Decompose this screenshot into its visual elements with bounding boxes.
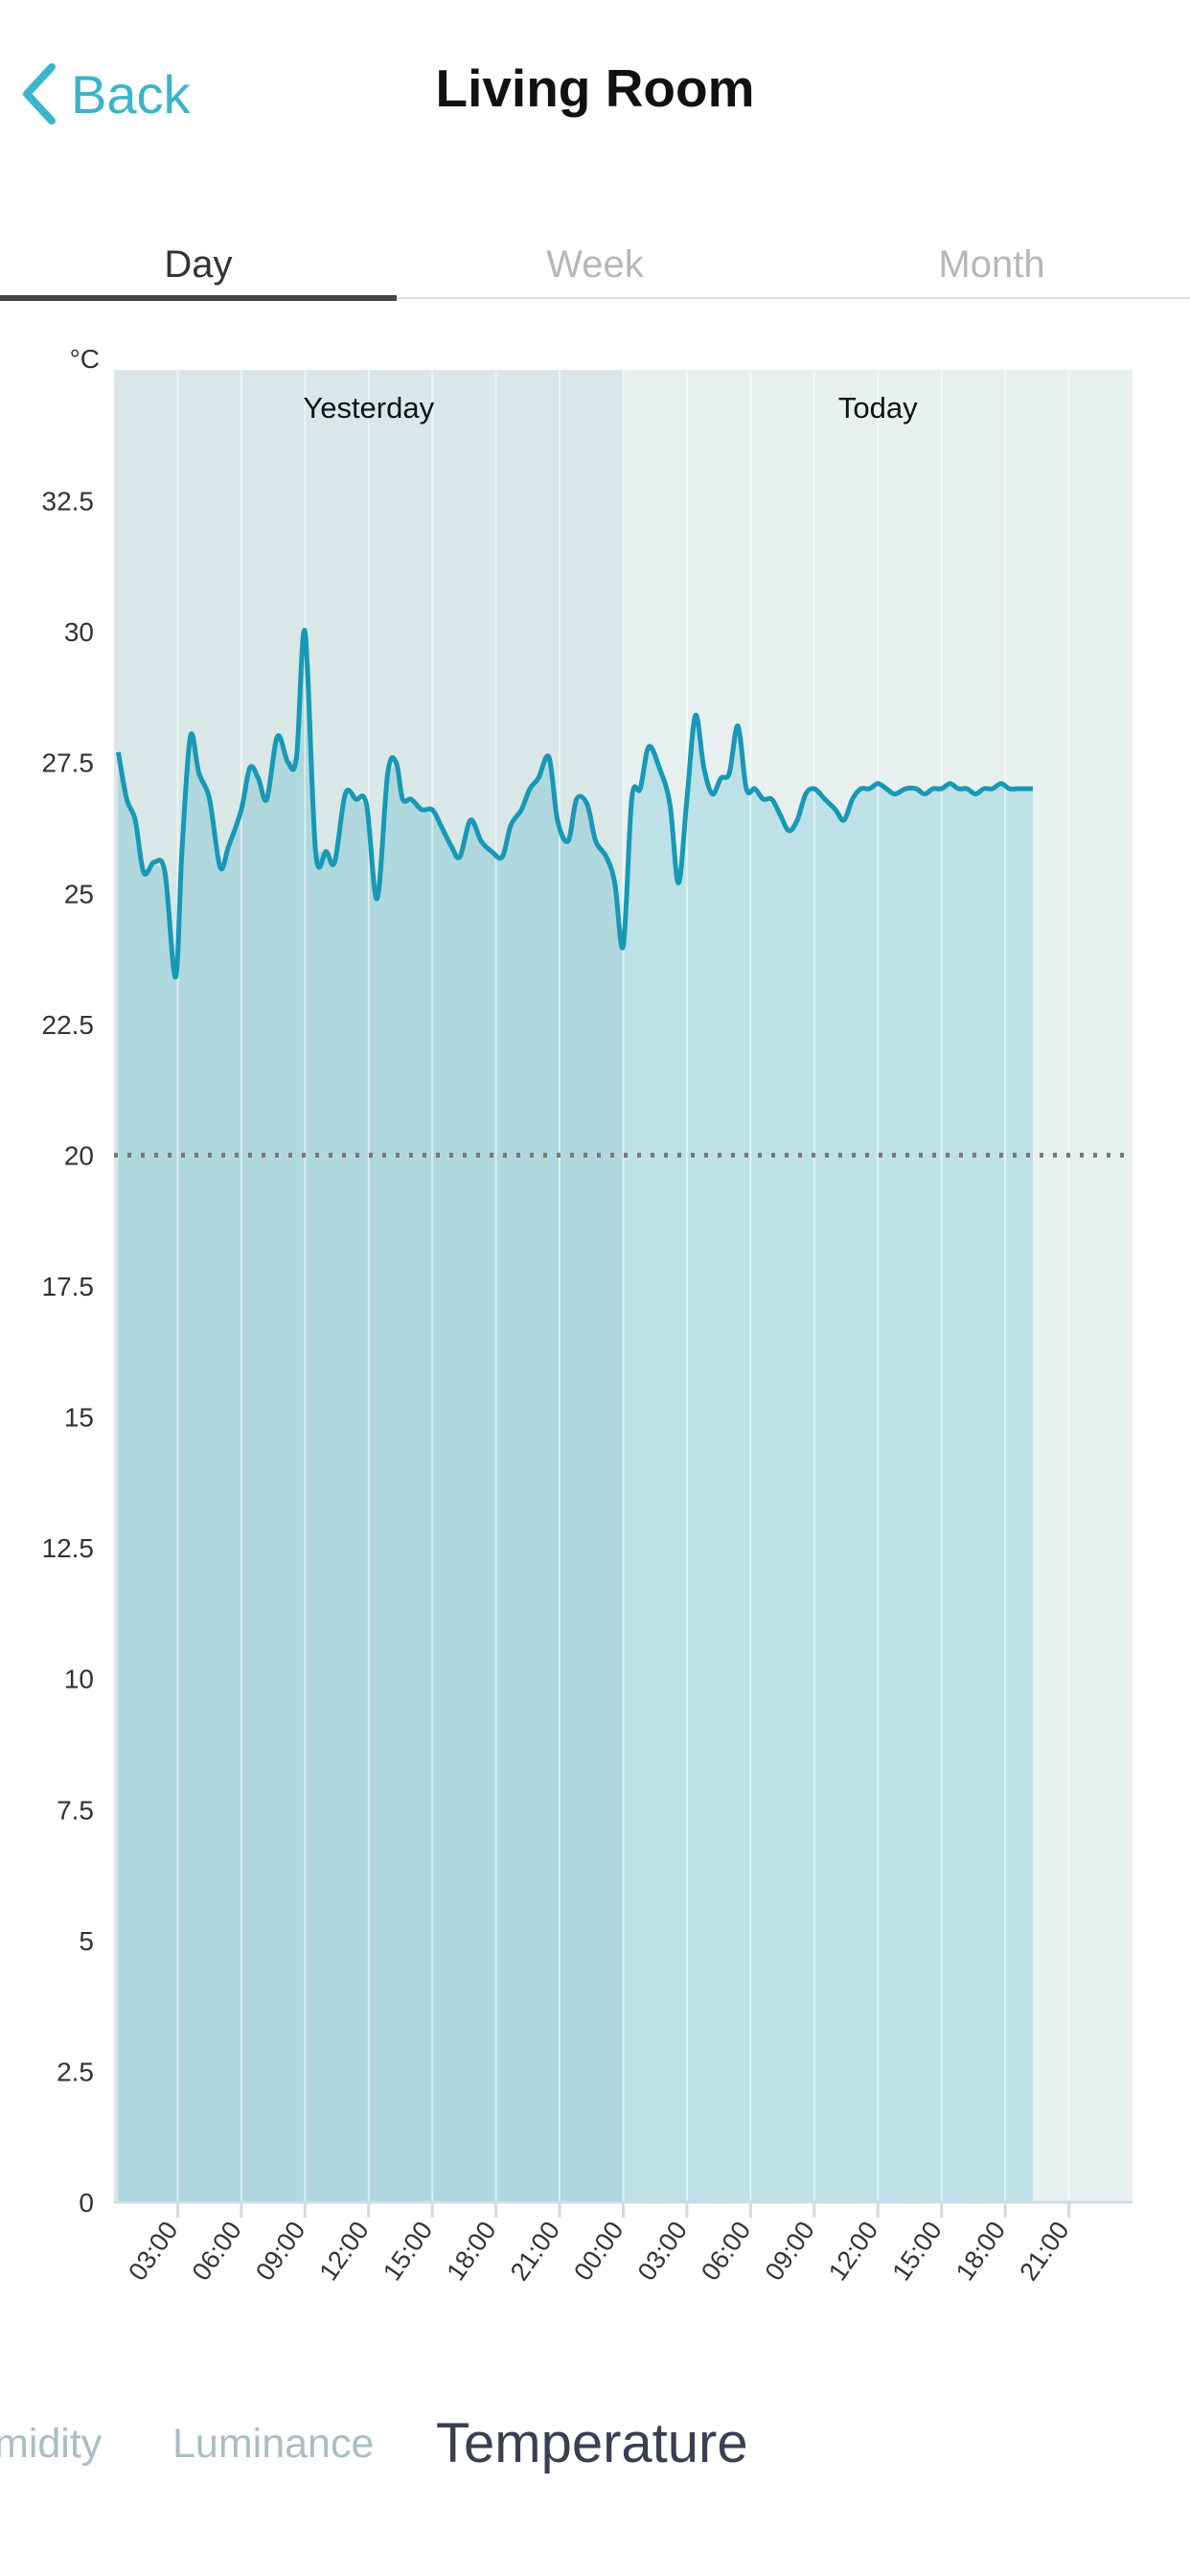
temperature-series-line: [115, 628, 1033, 980]
x-tick-label: 18:00: [950, 2217, 1011, 2287]
tab-week[interactable]: Week: [546, 243, 644, 286]
sensor-tabs: midity Luminance Temperature: [0, 2396, 1190, 2492]
y-unit-label: °C: [70, 344, 100, 374]
period-label: Today: [838, 391, 918, 425]
x-tick-label: 12:00: [313, 2217, 374, 2287]
tab-month[interactable]: Month: [938, 243, 1045, 286]
y-tick-label: 12.5: [42, 1533, 95, 1563]
y-tick-label: 30: [64, 617, 94, 647]
back-button[interactable]: Back: [19, 56, 191, 132]
temperature-chart: 03:00 06:00 09:00 12:00 15:00 18:00 21:00 00:00…: [42, 344, 1133, 2287]
x-tick-label: 03:00: [632, 2217, 693, 2287]
y-tick-label: 17.5: [42, 1272, 95, 1301]
y-tick-label: 15: [64, 1403, 94, 1433]
y-tick-label: 20: [64, 1140, 94, 1170]
x-tick-label: 06:00: [696, 2217, 756, 2287]
area-fill-today: [623, 715, 1033, 2202]
y-tick-label: 32.5: [42, 487, 95, 517]
x-tick-label: 15:00: [378, 2217, 438, 2287]
y-tick-label: 0: [79, 2188, 94, 2218]
sensor-tab-humidity[interactable]: midity: [0, 2421, 103, 2467]
sensor-tab-temperature[interactable]: Temperature: [436, 2412, 748, 2474]
y-tick-label: 27.5: [42, 748, 95, 778]
x-tick-label: 03:00: [123, 2217, 183, 2287]
y-tick-label: 22.5: [42, 1010, 95, 1040]
sensor-tab-luminance[interactable]: Luminance: [172, 2421, 375, 2467]
tab-divider: [0, 297, 1190, 299]
x-tick-label: 06:00: [187, 2217, 247, 2287]
y-tick-label: 25: [64, 879, 94, 908]
chevron-left-icon: [19, 63, 57, 125]
y-tick-label: 10: [64, 1665, 94, 1694]
tab-active-indicator: [0, 295, 397, 301]
x-tick-label: 18:00: [441, 2217, 501, 2287]
x-tick-label: 09:00: [250, 2217, 310, 2287]
y-tick-label: 2.5: [57, 2057, 94, 2086]
y-tick-label: 7.5: [57, 1795, 94, 1825]
x-tick-label: 21:00: [1014, 2217, 1074, 2287]
x-tick-label: 21:00: [505, 2217, 565, 2287]
page-title: Living Room: [435, 58, 755, 118]
tab-day[interactable]: Day: [164, 243, 233, 286]
x-tick-label: 09:00: [760, 2217, 820, 2287]
area-fill-yesterday: [118, 632, 624, 2202]
back-label: Back: [71, 63, 191, 125]
period-tabs: Day Week Month: [0, 230, 1190, 302]
x-tick-label: 15:00: [886, 2217, 947, 2287]
x-tick-label: 00:00: [568, 2217, 629, 2287]
y-tick-label: 5: [79, 1926, 94, 1956]
period-label: Yesterday: [303, 391, 434, 425]
nav-bar: Back Living Room: [0, 0, 1190, 192]
x-tick-label: 12:00: [823, 2217, 883, 2287]
